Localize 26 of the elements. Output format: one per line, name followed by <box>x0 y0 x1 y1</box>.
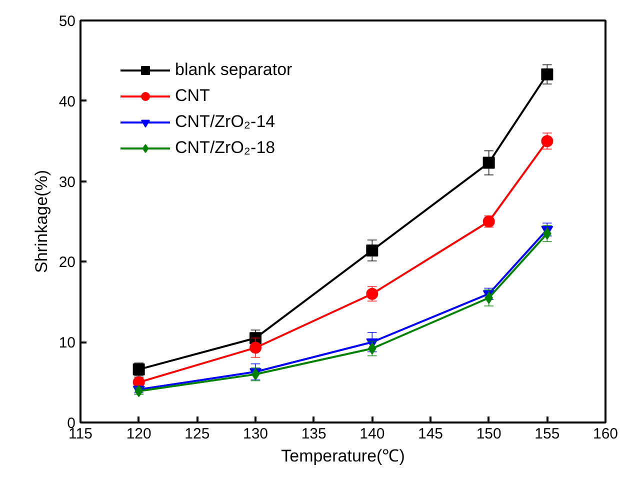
x-axis-title: Temperature(℃) <box>281 446 405 466</box>
y-tick-label: 40 <box>58 93 76 110</box>
legend-label: blank separator <box>175 60 292 80</box>
point <box>132 363 145 376</box>
legend-label: CNT/ZrO₂-18 <box>175 138 276 158</box>
point <box>366 244 378 256</box>
x-tick-label: 140 <box>360 426 385 442</box>
x-tick-label: 150 <box>476 426 502 442</box>
y-tick-label: 20 <box>58 254 76 272</box>
legend-label: CNT/ZrO₂-14 <box>175 112 276 132</box>
y-axis-title: Shrinkage(%) <box>32 170 51 273</box>
point <box>541 68 554 80</box>
y-tick-label: 10 <box>58 334 76 352</box>
x-tick-label: 145 <box>418 426 444 442</box>
point <box>541 135 554 148</box>
y-tick-label: 30 <box>58 174 76 191</box>
x-tick-label: 135 <box>301 426 326 442</box>
x-tick-label: 120 <box>126 426 152 442</box>
y-tick-label: 50 <box>58 13 76 30</box>
point <box>250 342 262 354</box>
x-tick-label: 125 <box>184 426 210 442</box>
x-tick-label: 155 <box>534 426 560 442</box>
x-tick-label: 130 <box>242 426 268 442</box>
point <box>482 156 495 169</box>
legend-label: CNT <box>175 86 210 106</box>
x-tick-label: 160 <box>592 426 618 442</box>
